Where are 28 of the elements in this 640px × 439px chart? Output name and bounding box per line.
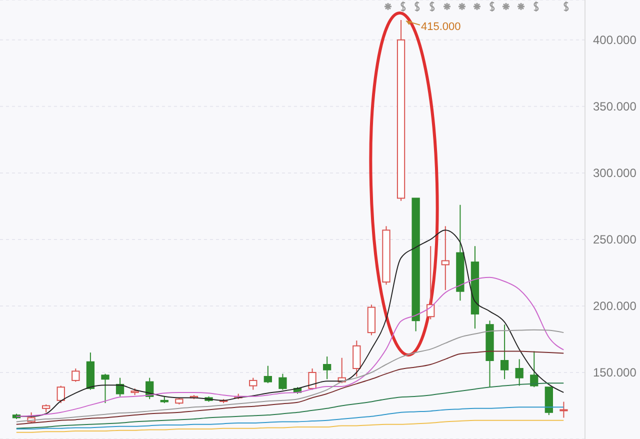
- candlestick: [441, 226, 450, 291]
- y-tick-label: 150.000: [593, 366, 637, 380]
- candlestick: [56, 385, 65, 404]
- candlestick: [249, 377, 258, 390]
- y-tick-label: 250.000: [593, 232, 637, 247]
- y-tick-label: 350.000: [593, 100, 637, 114]
- candlestick: [264, 365, 272, 384]
- y-tick-label: 300.000: [593, 166, 637, 180]
- candlestick: [116, 377, 124, 397]
- y-tick-label: 400.000: [593, 33, 637, 48]
- y-tick-label: 200.000: [593, 299, 637, 314]
- line-series: [16, 276, 564, 417]
- candlestick: [278, 373, 287, 390]
- candlestick: [72, 368, 80, 382]
- candlestick: [560, 401, 568, 418]
- candlestick: [515, 358, 524, 386]
- line-series: [16, 420, 564, 433]
- line-series: [16, 350, 564, 425]
- candlestick: [323, 356, 332, 380]
- candlestick: [101, 373, 110, 404]
- candlestick: [500, 324, 509, 380]
- candlestick: [308, 368, 316, 390]
- annotation: 415.000: [421, 20, 461, 33]
- line-series: [16, 406, 564, 430]
- candlestick: [426, 246, 435, 320]
- line-series: [16, 329, 564, 422]
- candlestick: [530, 350, 538, 388]
- candlestick: [352, 340, 361, 377]
